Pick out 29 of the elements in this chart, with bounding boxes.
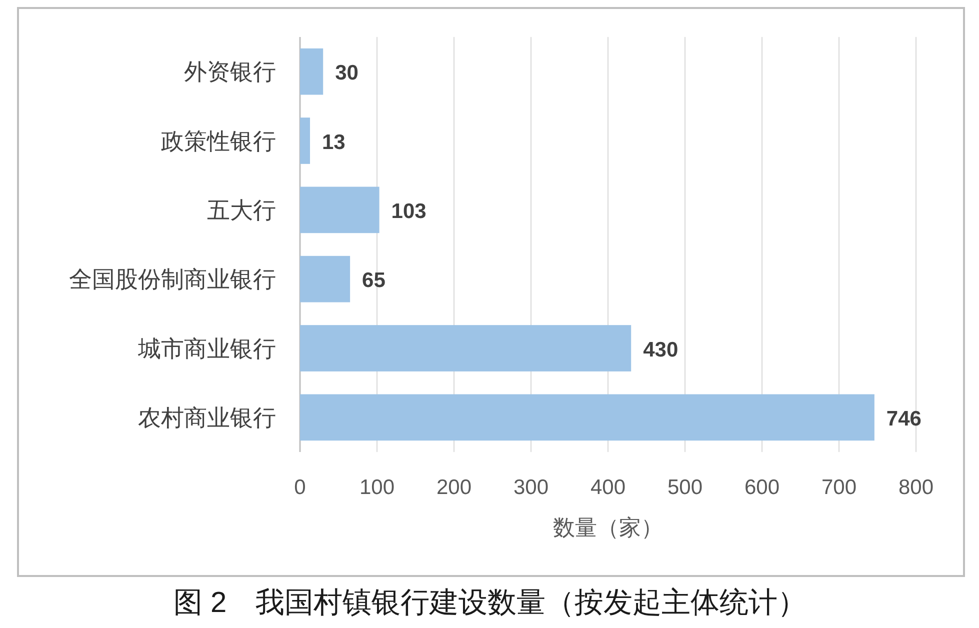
text: 图 2 我国村镇银行建设数量（按发起主体统计） [173,587,807,619]
data-label: 13 [322,130,346,154]
x-tick-label: 700 [821,476,857,499]
x-tick-label: 0 [294,476,306,499]
data-label: 746 [886,407,922,430]
bar [300,186,380,234]
x-tick-label: 100 [359,476,395,499]
x-tick-label: 300 [513,476,549,499]
y-tick-label: 全国股份制商业银行 [69,266,276,292]
x-tick-label: 500 [667,476,703,499]
x-axis-title: 数量（家） [553,515,663,540]
y-tick-label: 五大行 [207,196,276,223]
x-tick-label: 400 [590,476,626,499]
data-label: 103 [391,200,426,223]
bar [300,325,632,372]
x-tick-label: 200 [436,476,472,499]
data-label: 430 [643,338,678,362]
bar [300,48,324,95]
x-tick-label: 600 [744,476,780,499]
y-tick-label: 城市商业银行 [137,335,276,362]
bar [300,118,310,164]
y-tick-label: 外资银行 [184,58,276,85]
y-tick-label: 农村商业银行 [138,404,276,430]
y-tick-label: 政策性银行 [161,128,276,154]
bar [300,256,350,302]
bar [300,394,874,441]
data-label: 65 [362,269,386,292]
x-tick-label: 800 [898,476,934,499]
data-label: 30 [335,62,358,85]
